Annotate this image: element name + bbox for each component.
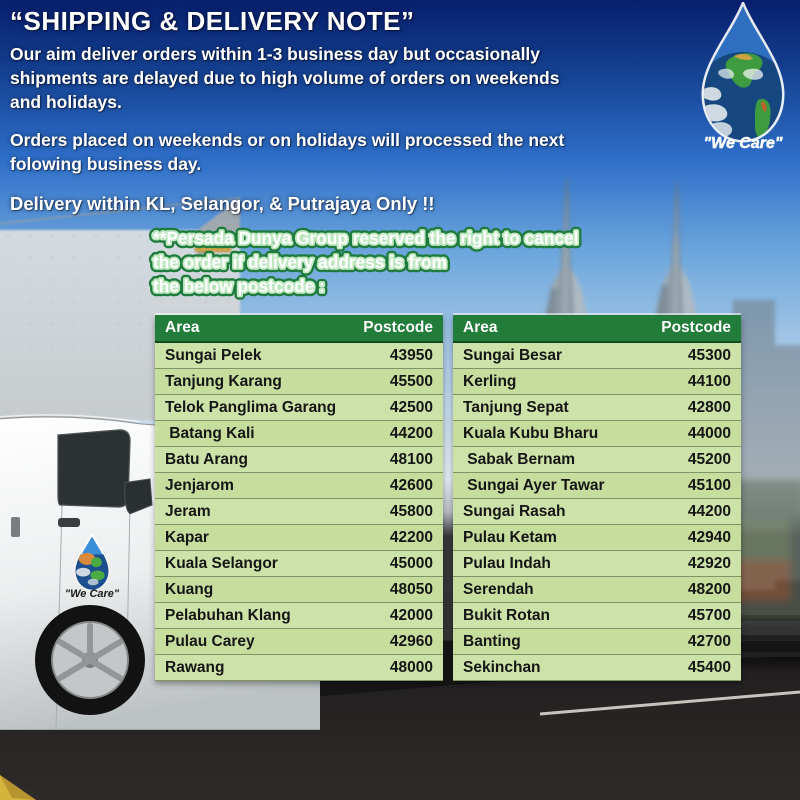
svg-text:**Persada Dunya Group reserved: **Persada Dunya Group reserved the right…	[153, 228, 578, 248]
svg-text:the below postcode :: the below postcode :	[153, 276, 325, 296]
svg-text:"We Care": "We Care"	[704, 135, 783, 152]
svg-text:the order if delivery address: the order if delivery address is from	[153, 252, 447, 272]
